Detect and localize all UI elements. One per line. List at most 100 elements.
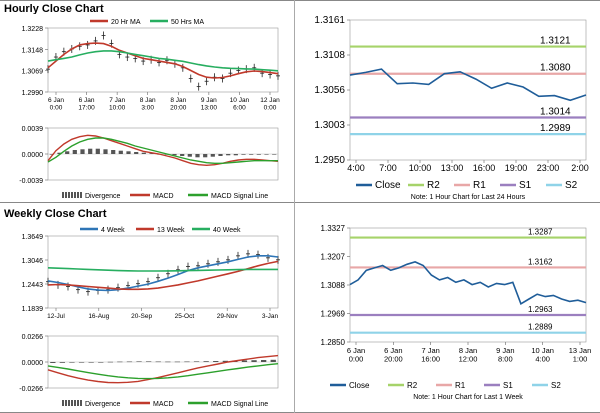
weekly-macd-chart: 0.0266 0.0000 -0.0266 Divergence MACD MACD Si… xyxy=(0,330,290,410)
y-tick-label: 1.2969 xyxy=(321,310,346,319)
legend-label: 40 Week xyxy=(213,227,241,234)
y-tick-label: 0.0000 xyxy=(22,152,44,159)
level-label-r2: 1.3121 xyxy=(540,36,571,47)
ma20-line xyxy=(47,42,279,79)
y-tick-label: 0.0039 xyxy=(22,126,44,133)
divergence-bar xyxy=(118,150,123,154)
divergence-bar xyxy=(213,361,219,362)
x-tick-label: 20-Sep xyxy=(131,313,152,320)
x-tick-label: 6 Jan xyxy=(79,97,95,104)
w13-line xyxy=(47,260,279,291)
divergence-bar xyxy=(261,360,267,362)
section-divider xyxy=(0,202,600,203)
y-tick-label: 1.2443 xyxy=(22,282,44,289)
legend-label: Close xyxy=(375,180,401,191)
divergence-bar xyxy=(95,148,100,154)
x-tick-label: 13:00 xyxy=(441,163,464,173)
x-tick-label: 7:00 xyxy=(379,163,397,173)
x-tick-label: 8 Jan xyxy=(140,97,156,104)
x-tick-label: 19:00 xyxy=(505,163,528,173)
x-tick-label: 6 Jan xyxy=(384,346,402,355)
x-tick-label: 9 Jan xyxy=(201,97,217,104)
x-tick-label: 12 Jan xyxy=(260,97,280,104)
y-tick-label: 1.3003 xyxy=(314,120,345,131)
y-tick-label: 1.3228 xyxy=(22,26,44,33)
divergence-bar xyxy=(184,361,190,363)
divergence-bar xyxy=(249,154,254,155)
divergence-bar xyxy=(195,154,200,158)
divergence-bar xyxy=(172,154,177,156)
y-tick-label: 1.3148 xyxy=(22,47,44,54)
y-tick-label: 1.3327 xyxy=(321,224,346,233)
y-tick-label: 1.3069 xyxy=(22,69,44,76)
y-tick-label: 1.2950 xyxy=(314,155,345,166)
x-tick-label: 10 Jan xyxy=(531,346,554,355)
divergence-bar xyxy=(222,360,228,362)
top-border xyxy=(0,0,600,1)
divergence-bar xyxy=(80,149,85,154)
x-tick-label: 7 Jan xyxy=(109,97,125,104)
divergence-bar xyxy=(69,362,75,363)
legend-label: 20 Hr MA xyxy=(111,19,141,26)
x-tick-label: 8 Jan xyxy=(170,97,186,104)
divergence-bar xyxy=(111,150,116,154)
legend-label: S1 xyxy=(519,180,532,191)
level-label-s2: 1.2989 xyxy=(540,123,571,134)
y-tick-label: 1.3161 xyxy=(314,15,345,26)
legend-label: R2 xyxy=(407,381,418,390)
divergence-bar xyxy=(78,362,85,363)
x-tick-label: 6 Jan xyxy=(347,346,365,355)
x-tick-label: 12-Jul xyxy=(47,313,65,320)
divergence-bar xyxy=(241,154,246,155)
divergence-bar xyxy=(193,361,200,362)
y-tick-label: 0.0000 xyxy=(22,360,44,367)
legend-label: R1 xyxy=(455,381,466,390)
macd-line xyxy=(47,354,279,384)
divergence-bar xyxy=(180,154,185,156)
legend-label: MACD Signal Line xyxy=(211,401,268,408)
y-tick-label: 1.3108 xyxy=(314,50,345,61)
y-tick-label: 1.3088 xyxy=(321,281,346,290)
divergence-bar xyxy=(210,154,215,157)
x-tick-label: 1:00 xyxy=(573,355,588,364)
x-tick-label: 13 Jan xyxy=(569,346,592,355)
plot-frame xyxy=(349,19,587,161)
level-label-r2: 1.3287 xyxy=(528,228,553,237)
x-tick-label: 10:00 xyxy=(409,163,432,173)
x-tick-label: 0:00 xyxy=(264,105,277,112)
x-tick-label: 13:00 xyxy=(201,105,218,112)
divergence-bar xyxy=(49,154,54,155)
legend-label: Divergence xyxy=(85,401,121,408)
x-tick-label: 0:00 xyxy=(349,355,364,364)
x-tick-label: 12:00 xyxy=(459,355,478,364)
plot-frame xyxy=(47,27,279,93)
signal-line xyxy=(47,137,278,164)
hourly-title: Hourly Close Chart xyxy=(4,3,104,15)
divergence-bar xyxy=(272,154,277,155)
divergence-bar xyxy=(226,154,231,156)
divergence-bar xyxy=(155,361,161,363)
x-tick-label: 6:00 xyxy=(233,105,246,112)
x-tick-label: 10 Jan xyxy=(230,97,250,104)
level-label-s1: 1.2963 xyxy=(528,305,553,314)
divergence-bar xyxy=(203,361,209,362)
divergence-bar xyxy=(251,360,257,362)
x-tick-label: 20:00 xyxy=(170,105,187,112)
divergence-bar xyxy=(72,150,77,154)
divergence-bar xyxy=(174,361,180,363)
legend-label: MACD Signal Line xyxy=(211,193,268,200)
weekly-title: Weekly Close Chart xyxy=(4,208,107,220)
legend-label: Close xyxy=(349,381,370,390)
x-tick-label: 4:00 xyxy=(347,163,365,173)
divergence-bar xyxy=(103,149,108,154)
divergence-bar xyxy=(165,361,171,363)
divergence-bar xyxy=(134,152,139,154)
divergence-bar xyxy=(98,362,104,363)
x-tick-label: 0:00 xyxy=(50,105,63,112)
x-tick-label: 29-Nov xyxy=(217,313,239,320)
legend-label: S2 xyxy=(551,381,561,390)
divergence-bar xyxy=(256,154,261,155)
